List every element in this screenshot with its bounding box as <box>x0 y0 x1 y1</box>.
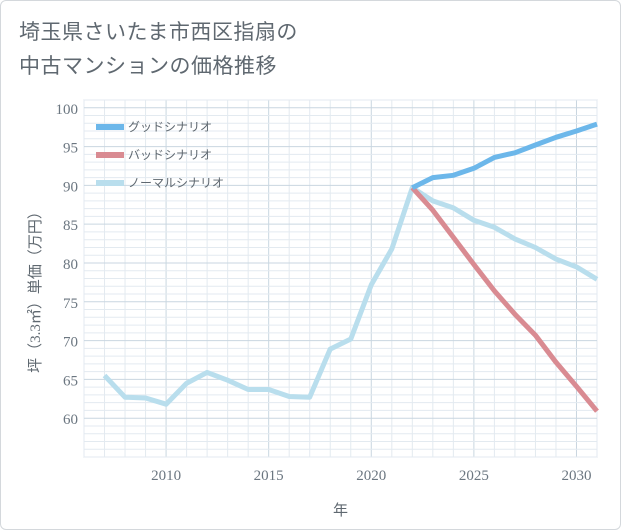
x-tick-label: 2015 <box>254 468 284 484</box>
x-tick-label: 2025 <box>459 468 489 484</box>
y-tick-label: 75 <box>63 296 78 312</box>
chart-title: 埼玉県さいたま市西区指扇の 中古マンションの価格推移 <box>19 15 379 83</box>
y-tick-label: 85 <box>63 218 78 234</box>
series-lines <box>102 121 599 413</box>
grid <box>83 99 598 458</box>
series-line-2 <box>102 185 599 407</box>
chart-title-line-1: 埼玉県さいたま市西区指扇の <box>19 20 298 44</box>
x-axis-label: 年 <box>333 502 348 519</box>
x-tick-label: 2010 <box>151 468 181 484</box>
y-tick-label: 65 <box>63 373 78 389</box>
tick-labels: 60 65 70 75 80 85 90 95 100 2010 2015 2020 2025 2030 <box>56 102 592 484</box>
x-tick-label: 2030 <box>561 468 591 484</box>
legend-label: グッドシナリオ <box>128 120 212 134</box>
y-axis-label: 坪（3.3㎡）単価（万円） <box>27 204 44 373</box>
legend-label: ノーマルシナリオ <box>128 176 224 190</box>
x-tick-label: 2020 <box>356 468 386 484</box>
series-line-1 <box>410 186 599 413</box>
chart-title-line-2: 中古マンションの価格推移 <box>19 54 277 78</box>
y-tick-label: 80 <box>63 257 78 273</box>
series-line-0 <box>411 121 598 190</box>
y-tick-label: 95 <box>63 141 78 157</box>
y-tick-label: 60 <box>63 412 78 428</box>
legend-label: バッドシナリオ <box>128 148 212 162</box>
y-tick-label: 100 <box>56 102 79 118</box>
y-tick-label: 90 <box>63 179 78 195</box>
y-tick-label: 70 <box>63 335 78 351</box>
